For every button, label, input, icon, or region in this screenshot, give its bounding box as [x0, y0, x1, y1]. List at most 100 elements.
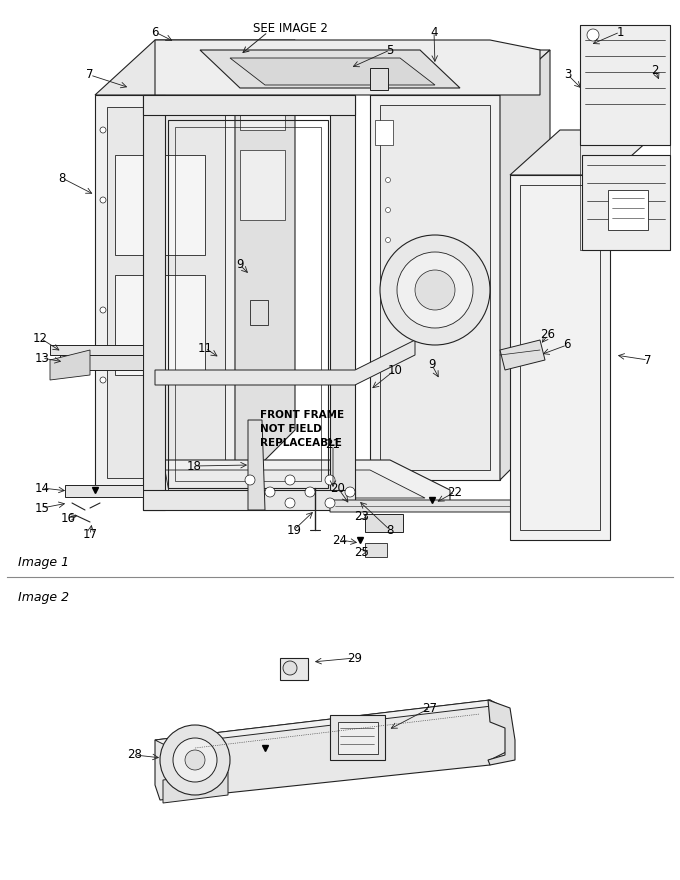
- Circle shape: [245, 475, 255, 485]
- Text: 21: 21: [326, 438, 341, 451]
- Circle shape: [100, 197, 106, 203]
- Circle shape: [100, 127, 106, 133]
- Circle shape: [283, 661, 297, 675]
- Text: 23: 23: [354, 510, 369, 523]
- Text: 2: 2: [651, 63, 659, 77]
- Circle shape: [345, 487, 355, 497]
- Text: 16: 16: [61, 511, 75, 524]
- Circle shape: [325, 498, 335, 508]
- Circle shape: [386, 208, 390, 212]
- Bar: [338, 722, 378, 754]
- Text: 7: 7: [644, 354, 651, 366]
- Polygon shape: [330, 500, 578, 512]
- Polygon shape: [488, 700, 515, 765]
- Text: 10: 10: [388, 363, 403, 377]
- Circle shape: [325, 475, 335, 485]
- Polygon shape: [370, 95, 500, 480]
- Text: Image 2: Image 2: [18, 591, 69, 605]
- Polygon shape: [510, 130, 660, 175]
- Text: 18: 18: [186, 459, 201, 473]
- Circle shape: [160, 725, 230, 795]
- Polygon shape: [143, 490, 355, 510]
- Circle shape: [173, 738, 217, 782]
- Bar: [240, 60, 285, 130]
- Circle shape: [386, 238, 390, 243]
- Polygon shape: [248, 420, 265, 510]
- Text: 1: 1: [616, 26, 624, 39]
- Text: 8: 8: [386, 524, 394, 537]
- Polygon shape: [155, 340, 415, 385]
- Text: 14: 14: [35, 481, 50, 495]
- Text: 22: 22: [447, 486, 462, 498]
- Text: 8: 8: [58, 172, 66, 185]
- Text: 17: 17: [82, 529, 97, 541]
- Text: 7: 7: [86, 69, 94, 82]
- Text: 13: 13: [35, 351, 50, 364]
- Polygon shape: [330, 95, 355, 510]
- Bar: [250, 300, 268, 325]
- Circle shape: [587, 29, 599, 41]
- Text: SEE IMAGE 2: SEE IMAGE 2: [252, 21, 328, 34]
- Text: 24: 24: [333, 533, 347, 546]
- Text: 6: 6: [563, 339, 571, 351]
- Bar: [280, 658, 308, 680]
- Circle shape: [397, 252, 473, 328]
- Polygon shape: [50, 345, 143, 355]
- Bar: [365, 543, 387, 557]
- Bar: [115, 155, 205, 255]
- Polygon shape: [163, 772, 228, 803]
- Bar: [580, 25, 670, 145]
- Circle shape: [386, 178, 390, 182]
- Circle shape: [285, 498, 295, 508]
- Polygon shape: [500, 50, 550, 480]
- Polygon shape: [500, 340, 545, 370]
- Text: 9: 9: [428, 358, 436, 371]
- Text: FRONT FRAME
NOT FIELD
REPLACEABLE: FRONT FRAME NOT FIELD REPLACEABLE: [260, 410, 344, 448]
- Bar: [375, 120, 393, 145]
- Bar: [240, 150, 285, 220]
- Polygon shape: [50, 350, 90, 380]
- Circle shape: [380, 235, 490, 345]
- Bar: [115, 275, 205, 375]
- Text: Image 1: Image 1: [18, 556, 69, 569]
- Text: 19: 19: [286, 524, 301, 537]
- Circle shape: [185, 750, 205, 770]
- Bar: [582, 155, 670, 250]
- Polygon shape: [155, 700, 500, 745]
- Polygon shape: [230, 58, 435, 85]
- Text: 27: 27: [422, 701, 437, 715]
- Bar: [608, 190, 648, 230]
- Polygon shape: [155, 40, 540, 95]
- Text: 20: 20: [330, 481, 345, 495]
- Text: 12: 12: [33, 332, 48, 344]
- Circle shape: [415, 270, 455, 310]
- Polygon shape: [95, 95, 235, 490]
- Polygon shape: [107, 107, 225, 478]
- Bar: [365, 514, 403, 532]
- Polygon shape: [370, 50, 550, 95]
- Bar: [330, 715, 385, 760]
- Text: 15: 15: [35, 502, 50, 515]
- Polygon shape: [510, 175, 610, 540]
- Polygon shape: [165, 470, 425, 498]
- Circle shape: [305, 487, 315, 497]
- Polygon shape: [200, 50, 460, 88]
- Circle shape: [100, 307, 106, 313]
- Text: 28: 28: [128, 749, 142, 761]
- Text: 25: 25: [354, 546, 369, 559]
- Text: 29: 29: [347, 651, 362, 664]
- Polygon shape: [143, 95, 355, 115]
- Text: 11: 11: [197, 341, 212, 355]
- Polygon shape: [235, 40, 295, 490]
- Text: 4: 4: [430, 26, 438, 39]
- Polygon shape: [145, 460, 450, 510]
- Circle shape: [265, 487, 275, 497]
- Polygon shape: [380, 105, 490, 470]
- Text: 3: 3: [564, 69, 572, 82]
- Polygon shape: [60, 355, 143, 370]
- Polygon shape: [143, 95, 165, 510]
- Polygon shape: [65, 485, 143, 497]
- Circle shape: [285, 475, 295, 485]
- Text: 5: 5: [386, 43, 394, 56]
- Polygon shape: [95, 40, 295, 95]
